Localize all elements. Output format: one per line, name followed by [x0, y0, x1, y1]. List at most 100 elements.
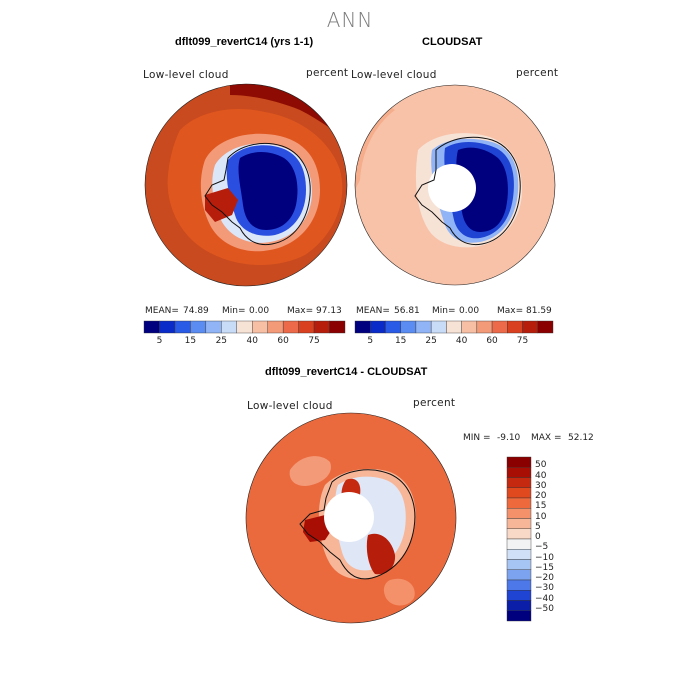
colorbar1-swatch — [174, 320, 191, 334]
colorbar3-swatch — [506, 579, 532, 591]
panel1-variable-label: Low-level cloud — [143, 69, 229, 81]
colorbar3-swatch — [506, 590, 532, 601]
colorbar1-swatch — [190, 320, 207, 334]
colorbar2-swatch — [507, 320, 523, 334]
panel3-units-label: percent — [413, 397, 456, 409]
panel2-outline — [354, 84, 556, 286]
colorbar3-tick-label: 20 — [535, 491, 547, 501]
colorbar3-tick-label: 15 — [535, 501, 547, 512]
panel1-max-label: Max= — [287, 306, 314, 316]
panel3-light-patch-2 — [383, 578, 415, 606]
colorbar1-swatch — [221, 320, 237, 334]
colorbar2-swatch — [522, 320, 538, 334]
colorbar2-swatch — [537, 320, 554, 334]
panel2-coastline — [414, 136, 521, 246]
colorbar2-swatch — [385, 320, 401, 334]
colorbar2-swatch — [430, 320, 447, 334]
panel1-min-label: Min= — [222, 306, 246, 316]
panel3-light-patch-1 — [289, 456, 331, 486]
colorbar1-tick-label: 25 — [215, 336, 228, 346]
colorbar2-tick-label: 75 — [516, 336, 529, 346]
panel2-mean-label: MEAN= — [356, 306, 390, 316]
colorbar1-swatch — [205, 320, 222, 334]
colorbar1-swatch — [282, 320, 299, 334]
panel2-max-value: 81.59 — [526, 306, 552, 316]
colorbar1-tick-label: 15 — [184, 336, 197, 346]
panel1-outline — [144, 83, 348, 287]
panel1-title: dflt099_revertC14 (yrs 1-1) — [175, 36, 314, 48]
colorbar3-swatch — [506, 467, 532, 478]
colorbar3-swatch — [506, 497, 532, 509]
panel1-peninsula-red — [205, 188, 238, 222]
colorbar3-swatch — [506, 456, 532, 468]
colorbar1-tick-label: 5 — [156, 336, 163, 346]
panel1-units-label: percent — [306, 67, 349, 79]
panel2-min-value: 0.00 — [459, 306, 480, 316]
colorbar2-swatch — [446, 320, 462, 334]
colorbar3-tick-label: −20 — [535, 573, 554, 583]
colorbar3-tick-label: −5 — [535, 542, 549, 553]
panel1-coastline — [204, 143, 311, 246]
colorbar2-tick-label: 25 — [425, 336, 437, 346]
colorbar2-swatch — [354, 320, 371, 334]
colorbar1-swatch — [298, 320, 315, 334]
colorbar3-tick-label: 5 — [535, 521, 541, 532]
panel2-max-label: Max= — [497, 306, 524, 316]
colorbar2-swatch — [476, 320, 493, 334]
panel3-coastline — [299, 469, 416, 580]
colorbar2-swatch — [461, 320, 478, 334]
panel1-map — [145, 84, 347, 286]
colorbar3-tick-label: 30 — [535, 480, 547, 491]
panel2-units-label: percent — [516, 67, 559, 79]
colorbar3-tick-label: 0 — [535, 532, 541, 542]
panel3-variable-label: Low-level cloud — [247, 400, 333, 412]
colorbar2-tick-label: 5 — [367, 336, 374, 346]
panel3-min-value: -9.10 — [497, 433, 521, 443]
panel1-continent-core — [238, 152, 298, 230]
colorbar1-swatch — [267, 320, 284, 334]
colorbar2-tick-label: 15 — [394, 336, 407, 346]
colorbar3-tick-label: −40 — [535, 593, 554, 604]
panel2-variable-label: Low-level cloud — [351, 69, 437, 81]
colorbar3-swatch — [506, 600, 532, 611]
panel2-pole-hole — [428, 164, 476, 212]
colorbar3-swatch — [506, 610, 532, 622]
colorbar2-swatch — [400, 320, 417, 334]
colorbar3-swatch — [506, 549, 532, 560]
colorbar3-swatch — [506, 477, 532, 488]
colorbar1-swatch — [313, 320, 330, 334]
colorbar2-swatch — [491, 320, 508, 334]
colorbar1-swatch — [159, 320, 176, 334]
page-title: ANN — [326, 8, 374, 32]
colorbar2-swatch — [415, 320, 432, 334]
colorbar3-tick-label: −50 — [535, 603, 554, 614]
panel3-max-value: 52.12 — [568, 433, 594, 443]
panel3-max-label: MAX = — [531, 433, 562, 443]
colorbar2-tick-label: 60 — [486, 336, 498, 346]
colorbar3-swatch — [506, 518, 532, 529]
colorbar1-swatch — [236, 320, 253, 334]
colorbar3-tick-label: 50 — [535, 460, 547, 471]
colorbar3-swatch — [506, 487, 532, 499]
colorbar3-swatch — [506, 559, 532, 570]
colorbar1-tick-label: 75 — [308, 336, 320, 346]
panel3-map — [246, 413, 456, 623]
colorbar1-tick-label: 60 — [277, 336, 289, 346]
panel3-outline — [245, 412, 457, 624]
panel1-max-value: 97.13 — [316, 306, 342, 316]
colorbar1-tick-label: 40 — [246, 336, 258, 346]
colorbar3-swatch — [506, 569, 532, 581]
panel3-pole-hole — [324, 492, 374, 542]
panel1-min-value: 0.00 — [249, 306, 270, 316]
panel1-mean-label: MEAN= — [145, 306, 179, 316]
panel3-min-label: MIN = — [463, 433, 491, 443]
colorbar1-swatch — [143, 320, 160, 334]
colorbar1-swatch — [252, 320, 268, 334]
panel1-mean-value: 74.89 — [183, 306, 209, 316]
colorbar3-swatch — [506, 538, 532, 550]
panel3-title: dflt099_revertC14 - CLOUDSAT — [265, 366, 428, 378]
colorbar3-tick-label: −10 — [535, 552, 554, 563]
colorbar1-swatch — [329, 320, 346, 334]
panel2-title: CLOUDSAT — [422, 36, 483, 48]
